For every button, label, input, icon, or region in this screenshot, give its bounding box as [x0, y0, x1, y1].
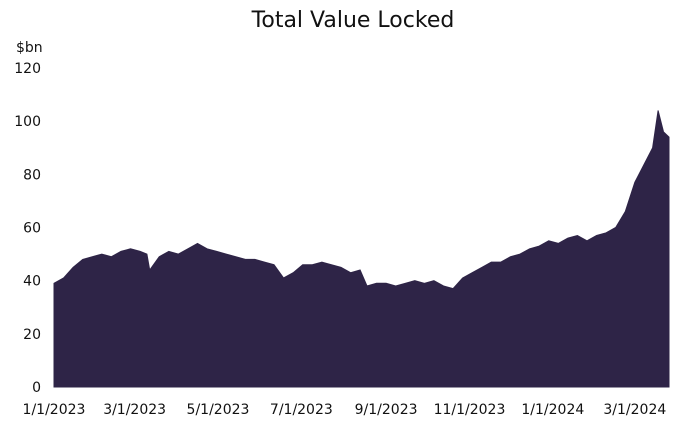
x-tick-label: 11/1/2023 [434, 402, 506, 418]
x-axis: 1/1/2023 3/1/2023 5/1/2023 7/1/2023 9/1/2023… [23, 402, 667, 418]
x-tick-label: 1/1/2024 [521, 402, 584, 418]
x-tick-label: 3/1/2024 [603, 402, 666, 418]
y-axis-unit-label: $bn [16, 40, 43, 56]
x-tick-label: 1/1/2023 [23, 402, 86, 418]
y-tick-label: 20 [23, 327, 41, 343]
x-tick-label: 3/1/2023 [103, 402, 166, 418]
y-tick-label: 80 [23, 167, 41, 183]
chart-title: Total Value Locked [251, 8, 455, 33]
y-tick-label: 100 [14, 114, 41, 130]
y-tick-label: 0 [32, 380, 41, 396]
tvl-area-series [53, 110, 670, 388]
x-tick-label: 7/1/2023 [270, 402, 333, 418]
y-axis: 0 20 40 60 80 100 120 [14, 61, 41, 396]
x-tick-label: 9/1/2023 [355, 402, 418, 418]
y-tick-label: 40 [23, 274, 41, 290]
y-tick-label: 120 [14, 61, 41, 77]
y-tick-label: 60 [23, 221, 41, 237]
x-tick-label: 5/1/2023 [187, 402, 250, 418]
plot-area [53, 110, 670, 388]
